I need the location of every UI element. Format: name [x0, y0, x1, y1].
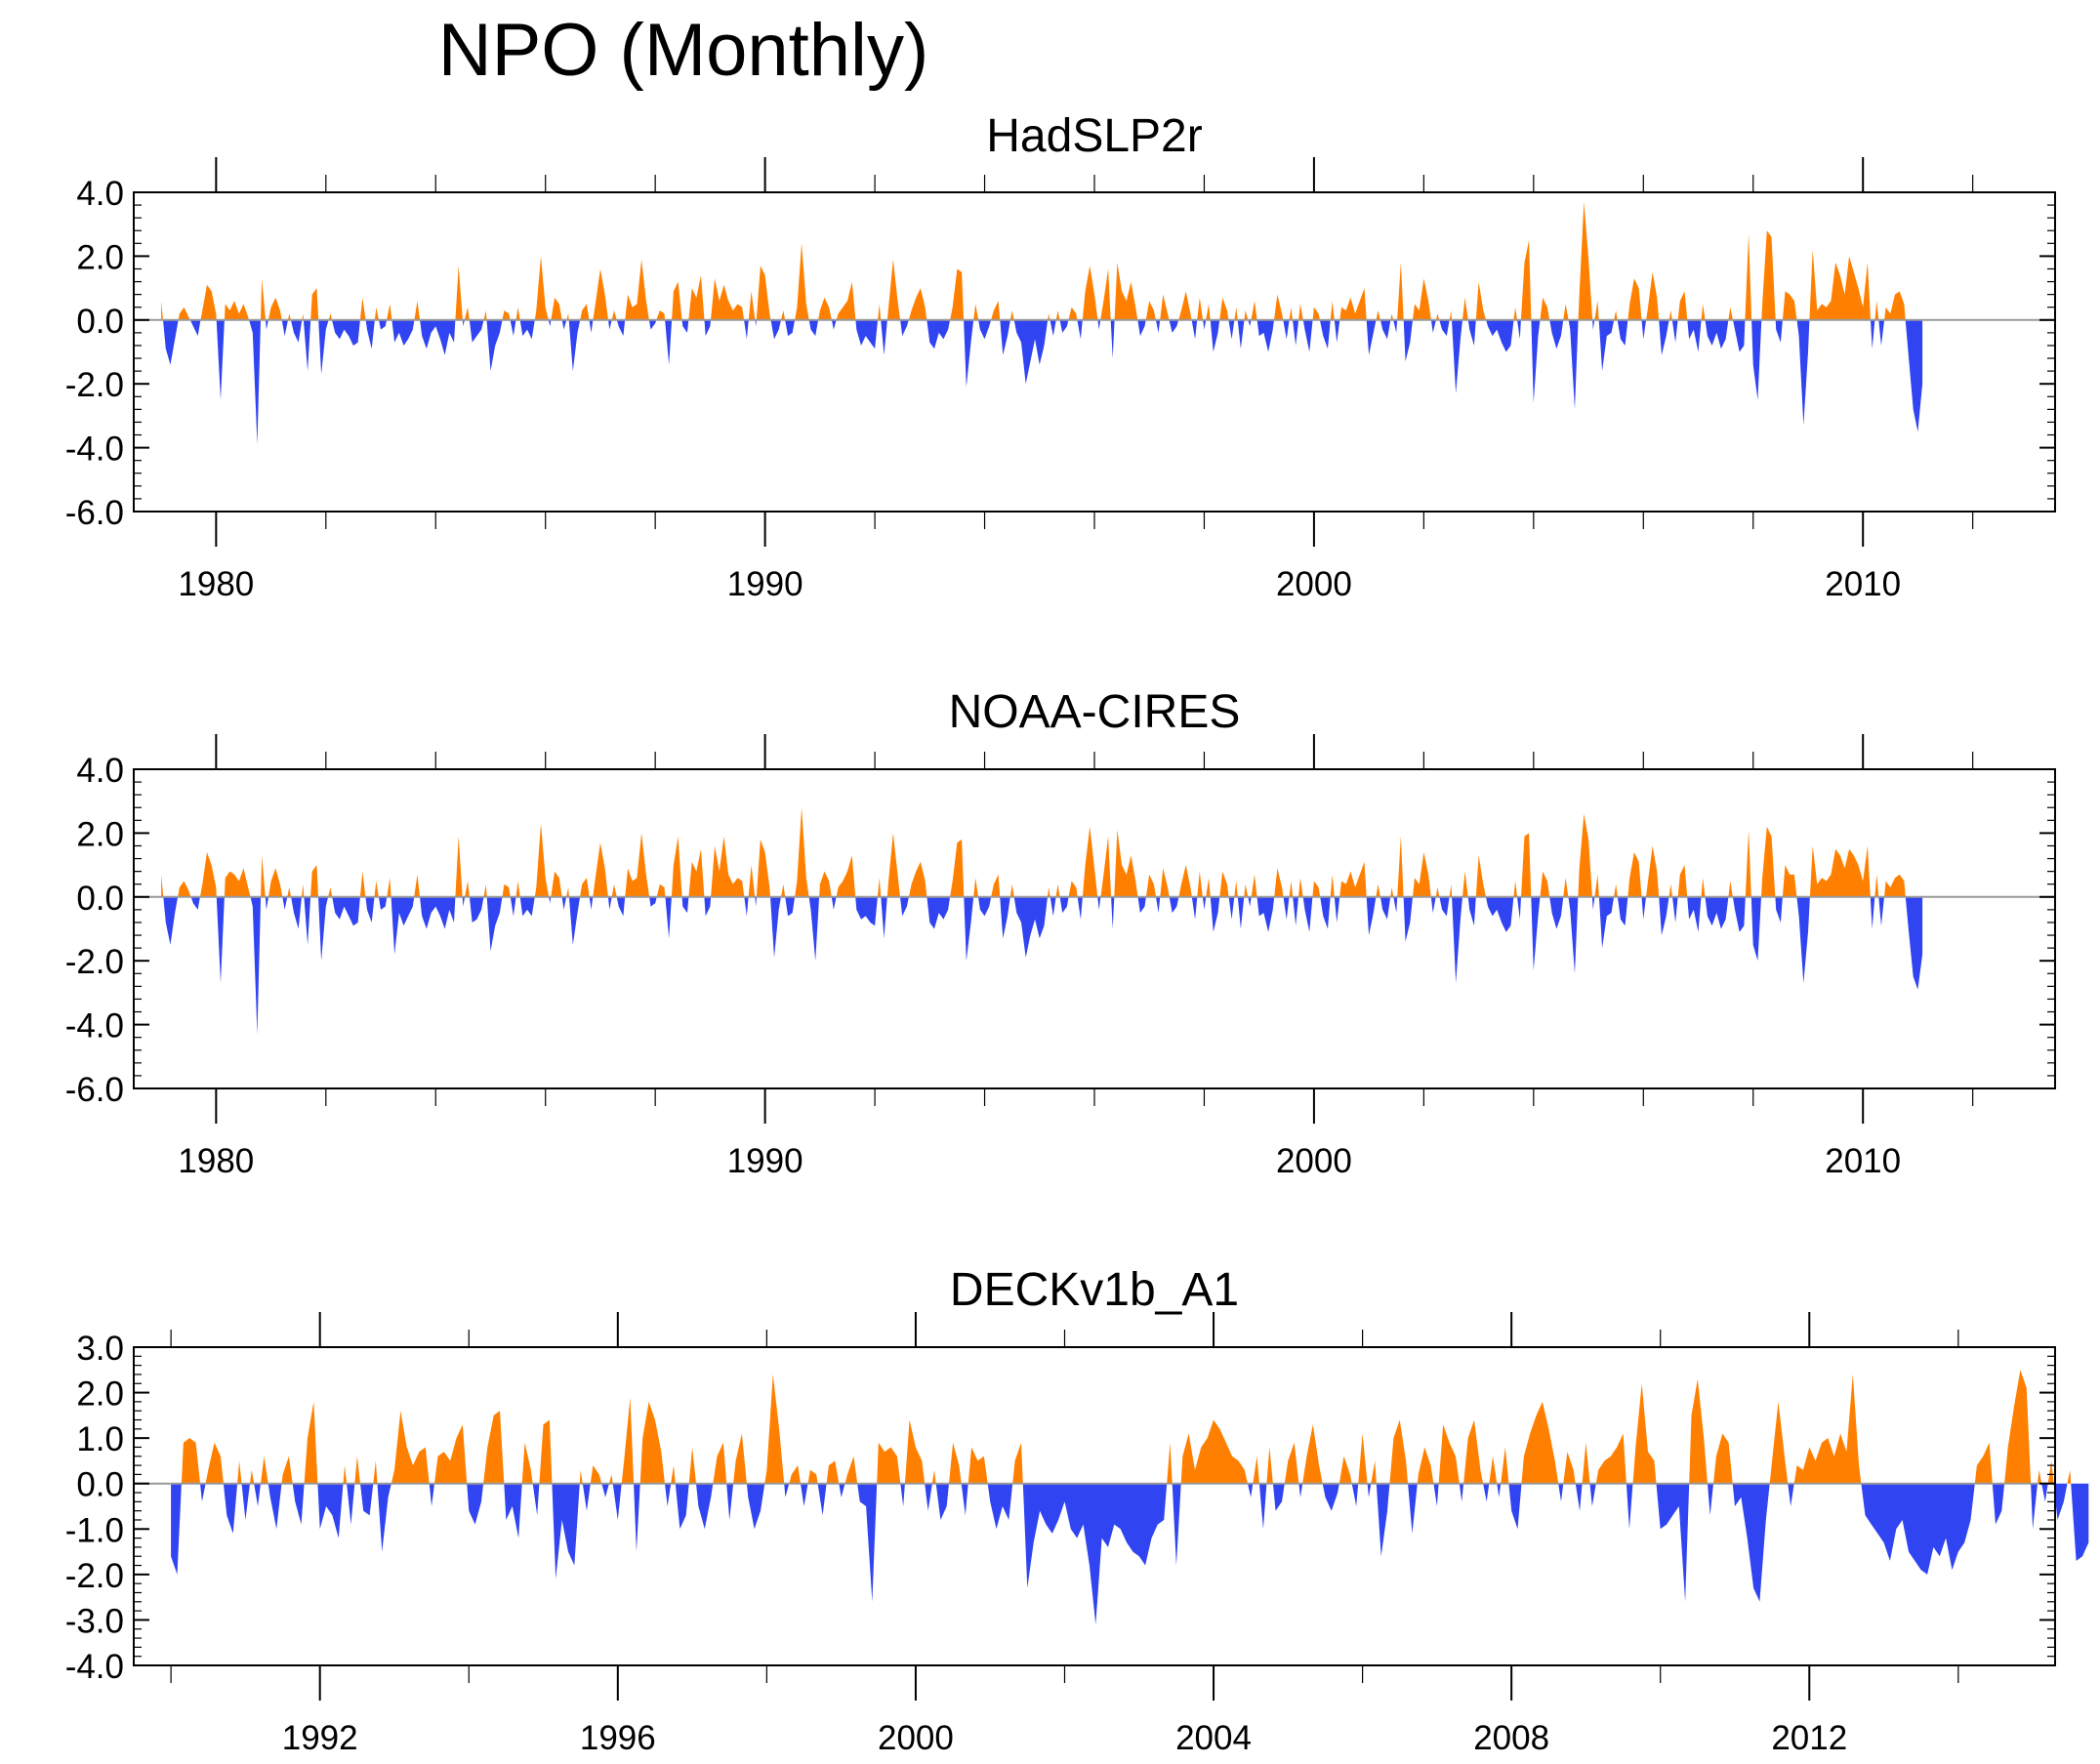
- x-tick-label: 2008: [1473, 1719, 1549, 1757]
- panel-title: NOAA-CIRES: [949, 686, 1241, 738]
- y-tick-label: 2.0: [76, 238, 124, 276]
- y-tick-label: 1.0: [76, 1420, 124, 1458]
- negative-anomaly-area: [171, 1483, 2089, 1625]
- y-tick-label: 3.0: [76, 1330, 124, 1368]
- y-tick-label: -6.0: [65, 1071, 124, 1109]
- y-tick-label: -3.0: [65, 1602, 124, 1640]
- x-tick-label: 2010: [1825, 565, 1901, 603]
- x-tick-label: 1980: [178, 565, 254, 603]
- plot-frame: [133, 768, 2056, 1089]
- y-tick-label: -4.0: [65, 1648, 124, 1686]
- negative-anomaly-area: [161, 319, 1923, 445]
- x-tick-label: 2010: [1825, 1142, 1901, 1180]
- y-tick-label: -2.0: [65, 366, 124, 404]
- y-tick-label: 2.0: [76, 1375, 124, 1414]
- y-tick-label: 0.0: [76, 303, 124, 341]
- x-tick-label: 2000: [878, 1719, 954, 1757]
- panel-2: NOAA-CIRES 4.0 2.0 0.0 -2.0 -4.0 -6.0 1980 1990 2…: [65, 686, 2056, 1180]
- positive-anomaly-area: [171, 1370, 2089, 1484]
- negative-anomaly-area: [161, 896, 1923, 1035]
- x-tick-label: 2000: [1276, 1142, 1352, 1180]
- figure-title: NPO (Monthly): [437, 9, 929, 92]
- positive-anomaly-area: [161, 807, 1923, 897]
- y-tick-label: -4.0: [65, 1007, 124, 1046]
- y-tick-label: 4.0: [76, 752, 124, 790]
- x-tick-label: 2000: [1276, 565, 1352, 603]
- panel-3: DECKv1b_A1 3.0 2.0 1.0 0.0 -1.0 -2.0 -3.0 -4.0 19…: [65, 1264, 2089, 1757]
- panel-title: HadSLP2r: [986, 110, 1202, 162]
- y-tick-label: -2.0: [65, 1557, 124, 1595]
- y-tick-label: -2.0: [65, 943, 124, 981]
- x-tick-label: 1992: [282, 1719, 358, 1757]
- x-tick-label: 2012: [1771, 1719, 1847, 1757]
- x-tick-label: 2004: [1175, 1719, 1252, 1757]
- y-tick-label: -6.0: [65, 494, 124, 532]
- positive-anomaly-area: [161, 201, 1923, 320]
- x-tick-label: 1990: [727, 1142, 803, 1180]
- plot-frame: [133, 1346, 2056, 1666]
- panel-1: HadSLP2r 4.0 2.0 0.0 -2.0 -4.0 -6.0 1980 1990 200…: [65, 110, 2056, 603]
- x-tick-label: 1980: [178, 1142, 254, 1180]
- x-tick-label: 1990: [727, 565, 803, 603]
- y-tick-label: -4.0: [65, 431, 124, 469]
- y-tick-label: 4.0: [76, 175, 124, 213]
- x-tick-label: 1996: [580, 1719, 656, 1757]
- y-tick-label: 0.0: [76, 1466, 124, 1504]
- y-tick-label: 2.0: [76, 815, 124, 853]
- panel-title: DECKv1b_A1: [950, 1264, 1239, 1316]
- y-tick-label: 0.0: [76, 880, 124, 918]
- y-tick-label: -1.0: [65, 1511, 124, 1549]
